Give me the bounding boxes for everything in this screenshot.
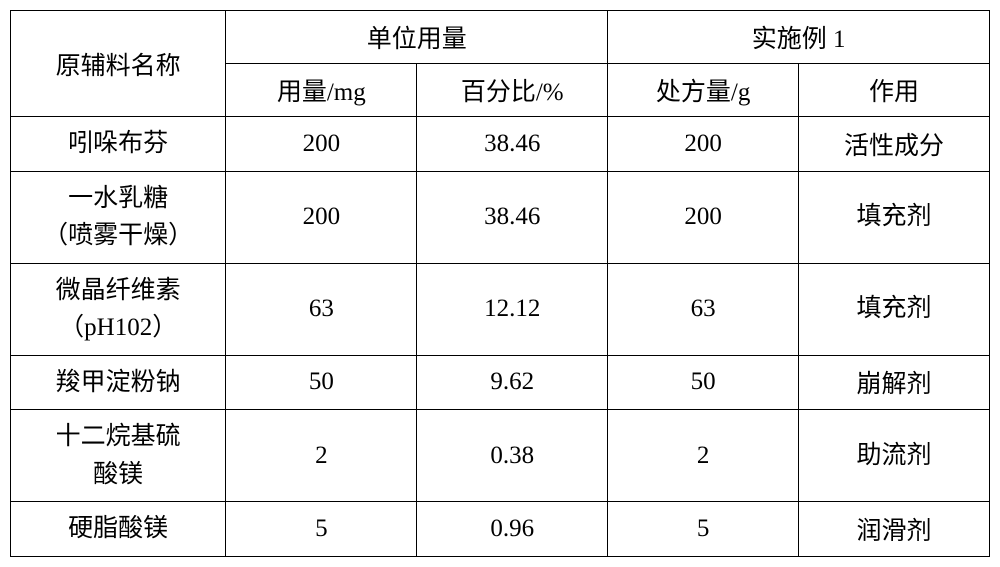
- cell-dosage-mg: 63: [226, 263, 417, 355]
- cell-dosage-mg: 5: [226, 502, 417, 557]
- table-header: 原辅料名称 单位用量 实施例 1 用量/mg 百分比/% 处方量/g 作用: [11, 11, 990, 117]
- cell-prescription-g: 2: [608, 410, 799, 502]
- cell-material: 十二烷基硫酸镁: [11, 410, 226, 502]
- table-row: 十二烷基硫酸镁20.382助流剂: [11, 410, 990, 502]
- table-row: 硬脂酸镁50.965润滑剂: [11, 502, 990, 557]
- cell-function: 润滑剂: [799, 502, 990, 557]
- cell-material: 吲哚布芬: [11, 117, 226, 172]
- table-row: 羧甲淀粉钠509.6250崩解剂: [11, 355, 990, 410]
- table-body: 吲哚布芬20038.46200活性成分一水乳糖（喷雾干燥）20038.46200…: [11, 117, 990, 557]
- cell-dosage-mg: 50: [226, 355, 417, 410]
- cell-percentage: 12.12: [417, 263, 608, 355]
- cell-material: 羧甲淀粉钠: [11, 355, 226, 410]
- cell-prescription-g: 200: [608, 117, 799, 172]
- table-row: 微晶纤维素（pH102）6312.1263填充剂: [11, 263, 990, 355]
- cell-prescription-g: 5: [608, 502, 799, 557]
- cell-percentage: 38.46: [417, 117, 608, 172]
- header-unit-dosage: 单位用量: [226, 11, 608, 64]
- cell-material: 一水乳糖（喷雾干燥）: [11, 171, 226, 263]
- cell-function: 活性成分: [799, 117, 990, 172]
- cell-function: 助流剂: [799, 410, 990, 502]
- header-function: 作用: [799, 64, 990, 117]
- header-example1: 实施例 1: [608, 11, 990, 64]
- header-dosage-mg: 用量/mg: [226, 64, 417, 117]
- cell-function: 填充剂: [799, 171, 990, 263]
- cell-dosage-mg: 200: [226, 171, 417, 263]
- cell-percentage: 9.62: [417, 355, 608, 410]
- cell-material: 硬脂酸镁: [11, 502, 226, 557]
- header-material: 原辅料名称: [11, 11, 226, 117]
- cell-percentage: 0.96: [417, 502, 608, 557]
- cell-prescription-g: 63: [608, 263, 799, 355]
- cell-prescription-g: 50: [608, 355, 799, 410]
- cell-dosage-mg: 2: [226, 410, 417, 502]
- cell-function: 崩解剂: [799, 355, 990, 410]
- cell-function: 填充剂: [799, 263, 990, 355]
- cell-percentage: 0.38: [417, 410, 608, 502]
- table-row: 一水乳糖（喷雾干燥）20038.46200填充剂: [11, 171, 990, 263]
- table-row: 吲哚布芬20038.46200活性成分: [11, 117, 990, 172]
- cell-material: 微晶纤维素（pH102）: [11, 263, 226, 355]
- cell-percentage: 38.46: [417, 171, 608, 263]
- cell-prescription-g: 200: [608, 171, 799, 263]
- header-percentage: 百分比/%: [417, 64, 608, 117]
- formulation-table: 原辅料名称 单位用量 实施例 1 用量/mg 百分比/% 处方量/g 作用 吲哚…: [10, 10, 990, 557]
- header-row-1: 原辅料名称 单位用量 实施例 1: [11, 11, 990, 64]
- header-prescription-g: 处方量/g: [608, 64, 799, 117]
- formulation-table-container: 原辅料名称 单位用量 实施例 1 用量/mg 百分比/% 处方量/g 作用 吲哚…: [10, 10, 990, 557]
- cell-dosage-mg: 200: [226, 117, 417, 172]
